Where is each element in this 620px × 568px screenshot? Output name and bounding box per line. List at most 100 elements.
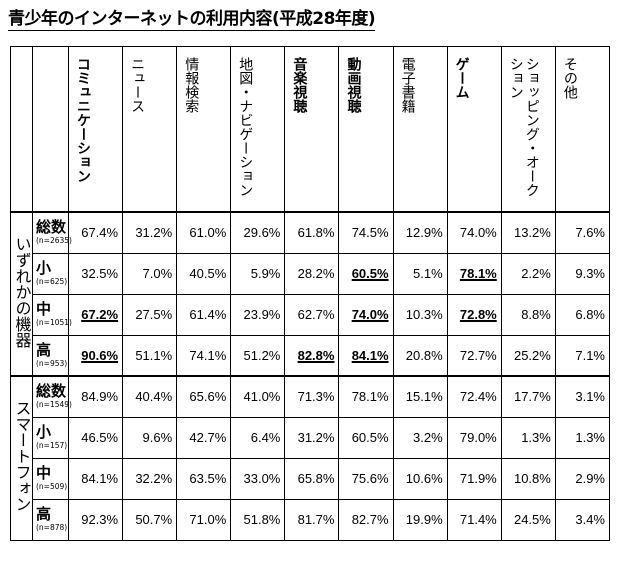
value-cell: 42.7%	[176, 416, 232, 459]
value-cell: 84.1%	[67, 457, 124, 500]
value-cell: 74.0%	[446, 211, 502, 254]
value-cell: 3.2%	[392, 416, 448, 459]
row-label-cell: 高 (n=953)	[32, 334, 69, 377]
column-header-label: コミュニケーション	[75, 57, 91, 183]
column-header-label: 地図・ナビゲーション	[237, 57, 254, 197]
value-cell: 10.8%	[500, 457, 556, 500]
value-cell: 7.6%	[554, 211, 611, 254]
table-row: 中 (n=1051) 67.2% 27.5% 61.4% 23.9% 62.7% 74.0% 1…	[11, 293, 611, 336]
value-cell: 1.3%	[500, 416, 556, 459]
value-cell: 1.3%	[554, 416, 611, 459]
table-row: スマートフォン 総数 (n=1549) 84.9% 40.4% 65.6% 41.0% 71.…	[10, 375, 611, 541]
value-cell: 61.8%	[284, 211, 340, 254]
value-cell: 72.4%	[446, 375, 502, 418]
value-cell: 10.3%	[392, 293, 448, 336]
column-header-label: ニュース	[129, 57, 146, 113]
corner-cell	[10, 46, 33, 213]
row-label: 小	[36, 259, 52, 277]
column-header: 情報検索	[176, 46, 232, 213]
row-label: 中	[36, 300, 52, 318]
value-cell: 92.3%	[67, 498, 124, 541]
value-cell: 2.9%	[554, 457, 611, 500]
value-cell: 46.5%	[67, 416, 124, 459]
value-cell: 61.0%	[176, 211, 232, 254]
table-row: 高 (n=953) 90.6% 51.1% 74.1% 51.2% 82.8% 84.1% 20…	[11, 334, 611, 377]
value-cell: 7.0%	[122, 252, 178, 295]
value-cell: 32.2%	[122, 457, 178, 500]
value-cell: 28.2%	[284, 252, 340, 295]
value-cell: 65.8%	[284, 457, 340, 500]
value-cell: 61.4%	[176, 293, 232, 336]
value-cell: 60.5%	[338, 252, 394, 295]
row-sample-size: (n=1051)	[36, 318, 72, 327]
value-cell: 40.5%	[176, 252, 232, 295]
value-cell: 24.5%	[500, 498, 556, 541]
value-cell: 10.6%	[392, 457, 448, 500]
table-row: 小 (n=157) 46.5% 9.6% 42.7% 6.4% 31.2% 60.5% 3.2%…	[11, 416, 611, 459]
corner-cell	[32, 46, 69, 213]
value-cell: 31.2%	[122, 211, 178, 254]
value-cell: 17.7%	[500, 375, 556, 418]
value-cell: 20.8%	[392, 334, 448, 377]
row-sample-size: (n=157)	[36, 441, 68, 450]
table-row: 小 (n=625) 32.5% 7.0% 40.5% 5.9% 28.2% 60.5% 5.1%…	[11, 252, 611, 295]
value-cell: 74.5%	[338, 211, 394, 254]
value-cell: 19.9%	[392, 498, 448, 541]
table-row: 中 (n=509) 84.1% 32.2% 63.5% 33.0% 65.8% 75.6% 10…	[11, 457, 611, 500]
column-header: ゲーム	[446, 46, 502, 213]
table-row: いずれかの機器 総数 (n=2635) 67.4% 31.2% 61.0% 29.6% 61.…	[10, 211, 611, 377]
row-label-cell: 中 (n=1051)	[32, 293, 72, 336]
value-cell: 67.2%	[67, 293, 124, 336]
value-cell: 51.2%	[230, 334, 286, 377]
column-header-label: 情報検索	[183, 57, 200, 113]
value-cell: 25.2%	[500, 334, 556, 377]
column-header-label: 動画視聴	[345, 57, 362, 113]
value-cell: 71.0%	[176, 498, 232, 541]
value-cell: 71.4%	[446, 498, 502, 541]
row-label: 高	[36, 505, 52, 523]
value-cell: 51.8%	[230, 498, 286, 541]
value-cell: 6.8%	[554, 293, 611, 336]
group-label-cell: いずれかの機器	[10, 211, 33, 377]
value-cell: 12.9%	[392, 211, 448, 254]
value-cell: 7.1%	[554, 334, 611, 377]
table-title: 青少年のインターネットの利用内容(平成28年度)	[8, 4, 376, 31]
row-label: 中	[36, 464, 52, 482]
value-cell: 2.2%	[500, 252, 556, 295]
value-cell: 60.5%	[338, 416, 394, 459]
value-cell: 5.1%	[392, 252, 448, 295]
column-header: 音楽視聴	[284, 46, 340, 213]
value-cell: 31.2%	[284, 416, 340, 459]
row-sample-size: (n=2635)	[36, 236, 72, 246]
value-cell: 75.6%	[338, 457, 394, 500]
usage-table: コミュニケーション ニュース 情報検索 地図・ナビゲーション 音楽視聴 動画視聴 電子書籍 ゲ…	[10, 46, 611, 541]
value-cell: 51.1%	[122, 334, 178, 377]
row-sample-size: (n=953)	[36, 358, 68, 368]
row-sample-size: (n=509)	[36, 482, 68, 491]
value-cell: 82.7%	[338, 498, 394, 541]
value-cell: 72.7%	[446, 334, 502, 377]
group-label: スマートフォン	[12, 400, 32, 513]
value-cell: 9.6%	[122, 416, 178, 459]
value-cell: 74.1%	[176, 334, 232, 377]
value-cell: 33.0%	[230, 457, 286, 500]
value-cell: 40.4%	[122, 375, 178, 418]
column-header: その他	[554, 46, 611, 213]
value-cell: 74.0%	[338, 293, 394, 336]
row-label-cell: 小 (n=625)	[32, 252, 69, 295]
value-cell: 78.1%	[338, 375, 394, 418]
value-cell: 41.0%	[230, 375, 286, 418]
column-header: 地図・ナビゲーション	[230, 46, 286, 213]
row-label-cell: 総数 (n=2635)	[32, 211, 72, 254]
value-cell: 78.1%	[446, 252, 502, 295]
value-cell: 32.5%	[67, 252, 124, 295]
row-label: 総数	[36, 218, 67, 237]
row-label: 高	[36, 340, 52, 359]
row-label-cell: 高 (n=878)	[32, 498, 69, 541]
column-header-label: ゲーム	[453, 57, 470, 99]
value-cell: 3.4%	[554, 498, 611, 541]
row-label-cell: 小 (n=157)	[32, 416, 69, 459]
column-header-label: 電子書籍	[399, 57, 416, 113]
value-cell: 84.1%	[338, 334, 394, 377]
table-body: いずれかの機器 総数 (n=2635) 67.4% 31.2% 61.0% 29.6% 61.…	[10, 211, 611, 541]
